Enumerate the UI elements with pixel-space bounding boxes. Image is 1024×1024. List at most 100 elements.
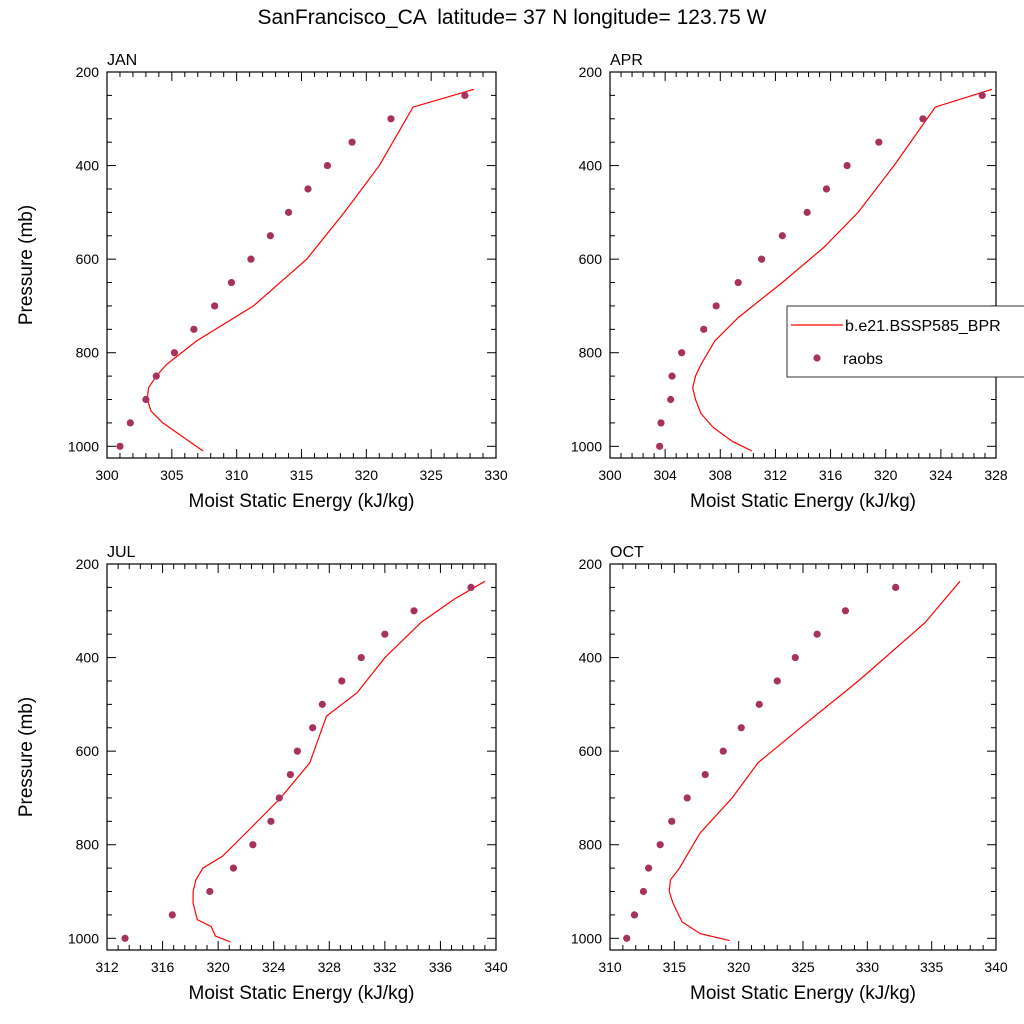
x-tick-label: 320 (355, 467, 379, 483)
raobs-point (700, 325, 708, 333)
x-tick-label: 325 (791, 959, 815, 975)
y-tick-label: 600 (76, 251, 100, 267)
raobs-point (286, 770, 294, 779)
raobs-point (667, 395, 675, 404)
raobs-point (645, 864, 653, 872)
raobs-point (410, 607, 418, 615)
x-tick-label: 340 (484, 959, 508, 975)
x-axis-label: Moist Static Energy (kJ/kg) (189, 491, 415, 512)
raobs-point (284, 208, 293, 216)
panel-label: APR (610, 52, 643, 69)
raobs-point (249, 841, 257, 849)
raobs-point (630, 911, 639, 919)
y-tick-label: 1000 (571, 438, 602, 454)
y-tick-label: 800 (76, 345, 100, 361)
raobs-point (813, 630, 821, 638)
x-tick-label: 308 (709, 467, 733, 483)
x-tick-label: 304 (653, 467, 677, 483)
x-tick-label: 316 (151, 959, 175, 975)
legend-raobs-label: raobs (843, 351, 883, 368)
panel-label: OCT (610, 544, 644, 561)
raobs-point (656, 841, 664, 849)
raobs-point (778, 232, 786, 240)
model-series-line (192, 580, 486, 943)
x-tick-label: 320 (874, 467, 898, 483)
raobs-point (293, 747, 301, 755)
legend-raobs-dot-icon (813, 354, 821, 362)
x-tick-label: 330 (856, 959, 880, 975)
raobs-point (892, 583, 900, 591)
y-axis-label: Pressure (mb) (16, 205, 37, 325)
raobs-point (275, 794, 283, 802)
y-tick-label: 1000 (571, 930, 602, 946)
raobs-point (737, 724, 745, 732)
x-tick-label: 324 (929, 467, 953, 483)
raobs-point (803, 208, 811, 216)
y-tick-label: 800 (579, 837, 603, 853)
y-tick-label: 200 (76, 64, 100, 80)
raobs-point (919, 115, 927, 123)
y-tick-label: 200 (579, 64, 603, 80)
panel-label: JUL (107, 544, 136, 561)
raobs-point (206, 887, 214, 896)
y-tick-label: 400 (76, 158, 100, 174)
raobs-point (323, 161, 332, 170)
raobs-point (701, 770, 709, 779)
x-tick-label: 312 (764, 467, 788, 483)
page-title: SanFrancisco_CA latitude= 37 N longitude… (257, 6, 767, 29)
x-tick-label: 320 (206, 959, 230, 975)
raobs-point (758, 255, 766, 263)
panel-apr: 300 304 308 312 316 320 324 328 200 400 600 800 1000… (571, 52, 1008, 512)
raobs-point (773, 677, 781, 685)
raobs-point (791, 653, 799, 662)
y-tick-label: 200 (579, 556, 603, 572)
x-tick-label: 325 (419, 467, 443, 483)
x-tick-label: 310 (225, 467, 249, 483)
y-tick-label: 600 (579, 743, 603, 759)
raobs-point (734, 278, 742, 287)
raobs-point (152, 372, 160, 380)
raobs-point (168, 911, 176, 919)
raobs-point (348, 138, 356, 146)
raobs-point (822, 185, 831, 193)
y-tick-label: 600 (579, 251, 603, 267)
raobs-point (623, 934, 631, 942)
raobs-point (126, 419, 134, 427)
raobs-point (657, 419, 665, 427)
y-tick-label: 1000 (68, 438, 99, 454)
raobs-point (668, 372, 676, 380)
raobs-point (656, 442, 664, 450)
x-axis-label: Moist Static Energy (kJ/kg) (189, 983, 415, 1004)
plot-frame (609, 563, 997, 951)
raobs-point (387, 115, 395, 123)
x-axis-label: Moist Static Energy (kJ/kg) (690, 983, 916, 1004)
raobs-point (309, 724, 317, 732)
x-tick-label: 324 (262, 959, 286, 975)
y-tick-label: 400 (579, 650, 603, 666)
raobs-point (211, 302, 219, 310)
x-tick-label: 300 (95, 467, 119, 483)
x-tick-label: 300 (598, 467, 622, 483)
model-series-line (692, 88, 993, 452)
raobs-point (227, 278, 236, 287)
y-tick-label: 200 (76, 556, 100, 572)
legend-model-label: b.e21.BSSP585_BPR (845, 318, 1001, 335)
x-tick-label: 335 (920, 959, 944, 975)
panel-oct: 310 315 320 325 330 335 340 200 400 600 800 1000 OCT… (571, 544, 1008, 1004)
y-tick-label: 1000 (68, 930, 99, 946)
x-tick-label: 315 (663, 959, 687, 975)
raobs-point (357, 653, 365, 662)
plot-frame (106, 71, 497, 459)
raobs-point (190, 325, 198, 333)
raobs-point (461, 91, 469, 99)
y-tick-label: 800 (579, 345, 603, 361)
plot-frame (609, 71, 997, 459)
raobs-point (229, 864, 238, 872)
x-tick-label: 305 (160, 467, 184, 483)
raobs-point (338, 677, 346, 685)
plot-frame (106, 563, 497, 951)
x-tick-label: 336 (429, 959, 453, 975)
x-tick-label: 340 (984, 959, 1008, 975)
